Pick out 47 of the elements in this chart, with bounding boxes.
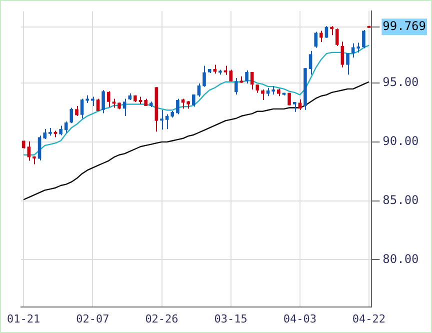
x-tick-label: 03-15: [214, 312, 248, 326]
y-tick-label: 95.00: [382, 75, 419, 90]
candlestick: [80, 98, 84, 119]
candlestick: [245, 70, 248, 84]
candlestick: [38, 135, 42, 161]
candlestick: [192, 94, 196, 108]
candlestick: [202, 65, 206, 88]
candlestick: [351, 42, 355, 58]
candlestick: [335, 28, 339, 46]
y-tick-label: 85.00: [382, 192, 419, 207]
candlestick: [340, 41, 344, 68]
candlestick: [91, 96, 94, 107]
candlestick: [224, 65, 228, 76]
candlestick: [356, 42, 360, 54]
y-tick-label: 80.00: [382, 252, 419, 266]
candlestick: [314, 31, 318, 48]
candlestick: [346, 52, 350, 76]
candlestick: [96, 98, 100, 112]
candlestick: [197, 83, 201, 98]
candlestick: [122, 98, 126, 117]
candlestick: [59, 125, 62, 136]
y-tick-label: 90.00: [382, 134, 419, 148]
candlestick: [176, 98, 180, 115]
candlestick: [320, 30, 323, 42]
candlestick: [261, 89, 264, 100]
candlestick: [229, 69, 232, 82]
x-tick-label: 02-26: [145, 312, 178, 326]
candlestick: [75, 106, 78, 117]
y-tick-label: 99.769: [382, 19, 426, 33]
candlestick: [102, 90, 105, 114]
candlestick: [106, 90, 110, 108]
candlestick: [70, 107, 74, 124]
candlestick: [298, 98, 302, 110]
candlestick: [308, 50, 312, 76]
candlestick: [292, 102, 296, 112]
candlestick: [234, 77, 238, 95]
candlestick: [165, 114, 169, 130]
x-tick-label: 01-21: [7, 312, 40, 326]
x-tick-label: 02-07: [76, 312, 110, 326]
candlestick: [112, 98, 116, 108]
candlestick: [160, 109, 164, 130]
candlestick: [43, 128, 46, 140]
x-tick-label: 04-22: [352, 312, 386, 326]
candlestick: [362, 30, 366, 49]
candlestick: [250, 71, 254, 90]
candlestick: [27, 140, 31, 162]
x-tick-label: 04-03: [283, 312, 316, 326]
